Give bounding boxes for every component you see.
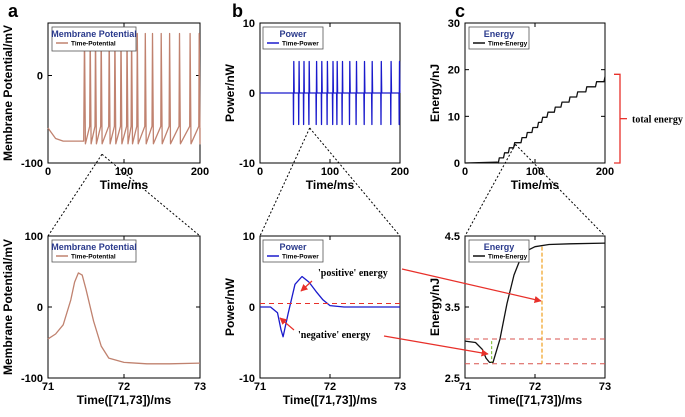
y-axis-label: Power/nW (223, 277, 237, 336)
panel-letter-c: c (455, 1, 465, 21)
legend: Power Time-Power (262, 26, 324, 50)
x-tick-label: 71 (42, 381, 54, 393)
chart-b-bottom: 71 72 73 -10 0 10 Time([71,73])/ms Power/nW Powe… (223, 231, 406, 407)
y-tick-label: 0 (249, 88, 255, 100)
chart-c-top: 0 100 200 0 10 20 30 Time/ms Energy/nJ Energy Time… (428, 18, 614, 192)
legend-entry: Time-Potential (71, 254, 116, 261)
x-tick-label: 72 (529, 381, 541, 393)
y-axis-label: Membrane Potential/mV (1, 25, 15, 161)
x-axis-label: Time/ms (306, 178, 355, 192)
x-tick-label: 73 (394, 381, 406, 393)
legend: Energy Time-Energy (468, 26, 530, 50)
x-tick-label: 200 (191, 166, 209, 178)
y-tick-label: 10 (243, 231, 255, 243)
legend-title: Power (279, 29, 307, 39)
legend: Power Time-Power (262, 239, 324, 263)
x-axis-label: Time([71,73])/ms (488, 393, 583, 407)
y-tick-label: 0 (37, 71, 43, 83)
panel-letter-b: b (232, 1, 243, 21)
series-line (47, 272, 201, 365)
x-axis-label: Time/ms (100, 178, 149, 192)
x-tick-label: 73 (194, 381, 206, 393)
positive-energy-arrow-to-energy (401, 268, 542, 304)
x-axis-label: Time/ms (511, 178, 560, 192)
y-tick-label: 20 (448, 65, 460, 77)
series-line (47, 32, 201, 145)
x-tick-label: 100 (526, 166, 544, 178)
legend-title: Power (279, 242, 307, 252)
chart-b-top: 0 100 200-10010Time/msPower/nWPowerTime-Po… (223, 18, 409, 192)
y-tick-label: -10 (239, 158, 255, 170)
y-tick-label: 4.5 (445, 231, 460, 243)
x-tick-label: 72 (118, 381, 130, 393)
y-tick-label: 10 (243, 18, 255, 30)
series-line (260, 60, 401, 126)
y-tick-label: 0 (249, 302, 255, 314)
y-tick-label: 3.5 (445, 302, 460, 314)
y-tick-label: 0 (37, 302, 43, 314)
chart-a-bottom: 71 72 73 -100 0 100 Time([71,73])/ms Membrane P… (1, 231, 206, 407)
y-axis-label: Energy/nJ (428, 278, 442, 336)
x-tick-label: 0 (462, 166, 468, 178)
legend: Membrane Potential Time-Potential (51, 239, 137, 263)
legend-box (51, 26, 137, 52)
x-tick-label: 71 (459, 381, 471, 393)
y-axis-label: Energy/nJ (428, 64, 442, 122)
y-axis-label: Membrane Potential/mV (1, 239, 15, 375)
legend: Membrane Potential Time-Potential (51, 26, 137, 52)
legend-title: Energy (484, 29, 515, 39)
legend-entry: Time-Power (282, 41, 319, 48)
y-tick-label: -100 (21, 158, 43, 170)
y-tick-label: -10 (239, 373, 255, 385)
y-tick-label: 2.5 (445, 373, 460, 385)
zoom-line-c-left (464, 144, 516, 237)
negative-energy-label: 'negative' energy (298, 330, 370, 341)
x-tick-label: 200 (391, 166, 409, 178)
legend-entry: Time-Power (282, 254, 319, 261)
total-energy-label: total energy (632, 115, 683, 126)
x-tick-label: 200 (596, 166, 614, 178)
zoom-line-c-right (515, 143, 606, 237)
legend-entry: Time-Energy (488, 254, 528, 261)
legend: Energy Time-Energy (468, 239, 530, 263)
negative-energy-arrow-to-energy (383, 335, 489, 357)
legend-box (51, 239, 137, 263)
zoom-line-b-right (309, 127, 401, 237)
legend-title: Membrane Potential (51, 242, 137, 252)
x-tick-label: 73 (599, 381, 611, 393)
series-line (464, 76, 606, 164)
legend-entry: Time-Energy (488, 41, 528, 48)
zoom-line-a-right (101, 153, 201, 237)
positive-energy-label: 'positive' energy (318, 268, 388, 279)
x-tick-label: 71 (254, 381, 266, 393)
series-line (260, 275, 400, 338)
legend-title: Membrane Potential (51, 29, 137, 39)
chart-c-bottom: 71 72 73 2.5 3.5 4.5 Time([71,73])/ms Energy/nJ… (428, 231, 611, 407)
y-tick-label: -100 (21, 373, 43, 385)
legend-title: Energy (484, 242, 515, 252)
x-tick-label: 72 (324, 381, 336, 393)
legend-entry: Time-Potential (71, 41, 116, 48)
x-axis-label: Time([71,73])/ms (77, 393, 172, 407)
y-tick-label: 10 (448, 111, 460, 123)
y-tick-label: 100 (25, 231, 43, 243)
x-tick-label: 0 (45, 166, 51, 178)
zoom-line-a-left (47, 153, 103, 237)
negative-energy-arrow-local (279, 317, 295, 331)
x-tick-label: 100 (321, 166, 339, 178)
panel-letter-a: a (8, 1, 19, 21)
total-energy-bracket (614, 73, 621, 164)
x-axis-label: Time([71,73])/ms (283, 393, 378, 407)
zoom-line-b-left (259, 127, 311, 237)
positive-energy-arrow-local (300, 280, 313, 292)
y-axis-label: Power/nW (223, 63, 237, 122)
y-tick-label: 30 (448, 18, 460, 30)
x-tick-label: 0 (257, 166, 263, 178)
overlays: total energy 'positive' energy 'negative' … (47, 73, 683, 357)
y-tick-label: 0 (454, 158, 460, 170)
